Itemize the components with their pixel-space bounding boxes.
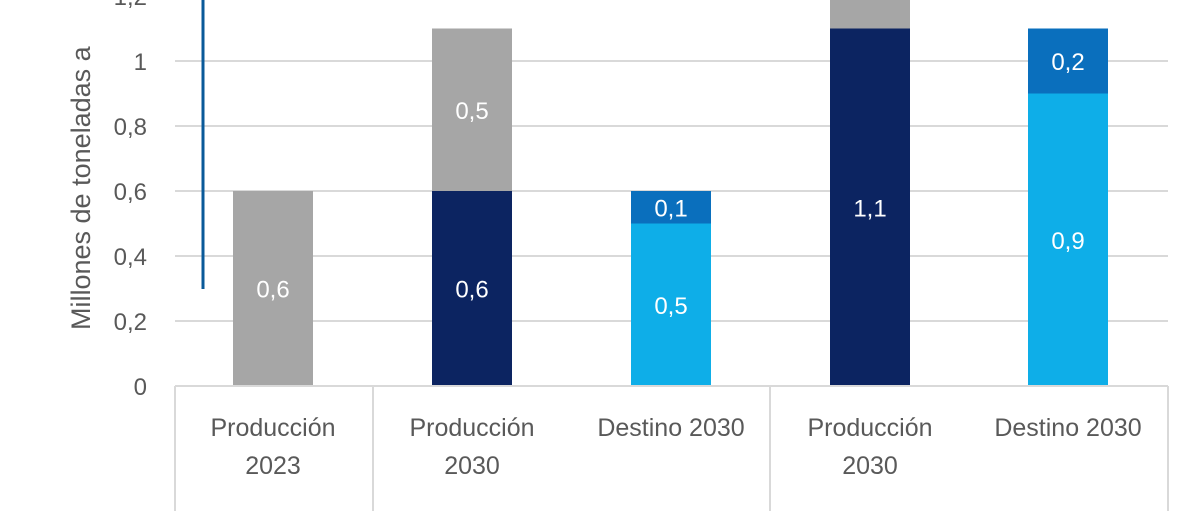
bar-value-label: 0,6 bbox=[256, 277, 289, 304]
category-axis bbox=[174, 385, 1169, 511]
x-tick-label: Destino 2030 bbox=[994, 414, 1141, 442]
x-tick-label: 2030 bbox=[842, 452, 898, 480]
bar-segment bbox=[830, 0, 910, 29]
y-tick-label: 1 bbox=[134, 49, 147, 76]
y-tick-label: 0,6 bbox=[114, 179, 147, 206]
bar-segment bbox=[233, 191, 313, 386]
y-tick-label: 0,4 bbox=[114, 244, 147, 271]
bar-segment bbox=[432, 191, 512, 386]
y-tick-label: 1,2 bbox=[114, 0, 147, 11]
x-tick-label: 2023 bbox=[245, 452, 301, 480]
y-tick-label: 0 bbox=[134, 374, 147, 401]
bar-value-label: 0,1 bbox=[654, 195, 687, 222]
bar-segment bbox=[1028, 28, 1108, 94]
x-tick-label: Destino 2030 bbox=[597, 414, 744, 442]
bar-segment bbox=[1028, 93, 1108, 386]
bar-value-label: 1,1 bbox=[853, 195, 886, 222]
bar-segment bbox=[432, 28, 512, 191]
y-tick-label: 0,2 bbox=[114, 309, 147, 336]
bars bbox=[233, 0, 1108, 386]
bar-value-label: 0,6 bbox=[455, 277, 488, 304]
y-tick-labels: 0 0,2 0,4 0,6 0,8 1 1,2 bbox=[114, 0, 147, 401]
bar-value-labels: 0,6 0,6 0,5 0,5 0,1 1,1 0,9 0,2 bbox=[256, 49, 1084, 320]
bar-value-label: 0,5 bbox=[654, 293, 687, 320]
x-tick-label: 2030 bbox=[444, 452, 500, 480]
x-tick-labels: Producción 2023 Producción 2030 Destino 2030… bbox=[210, 414, 1141, 480]
bar-segment bbox=[830, 28, 910, 386]
x-tick-label: Producción bbox=[210, 414, 335, 442]
x-tick-label: Producción bbox=[409, 414, 534, 442]
x-tick-label: Producción bbox=[807, 414, 932, 442]
y-axis-label: Millones de toneladas a bbox=[66, 45, 96, 330]
bar-segment bbox=[631, 223, 711, 386]
bar-value-label: 0,9 bbox=[1051, 228, 1084, 255]
y-tick-label: 0,8 bbox=[114, 114, 147, 141]
bar-value-label: 0,5 bbox=[455, 98, 488, 125]
bar-value-label: 0,2 bbox=[1051, 49, 1084, 76]
bar-segment bbox=[631, 191, 711, 224]
